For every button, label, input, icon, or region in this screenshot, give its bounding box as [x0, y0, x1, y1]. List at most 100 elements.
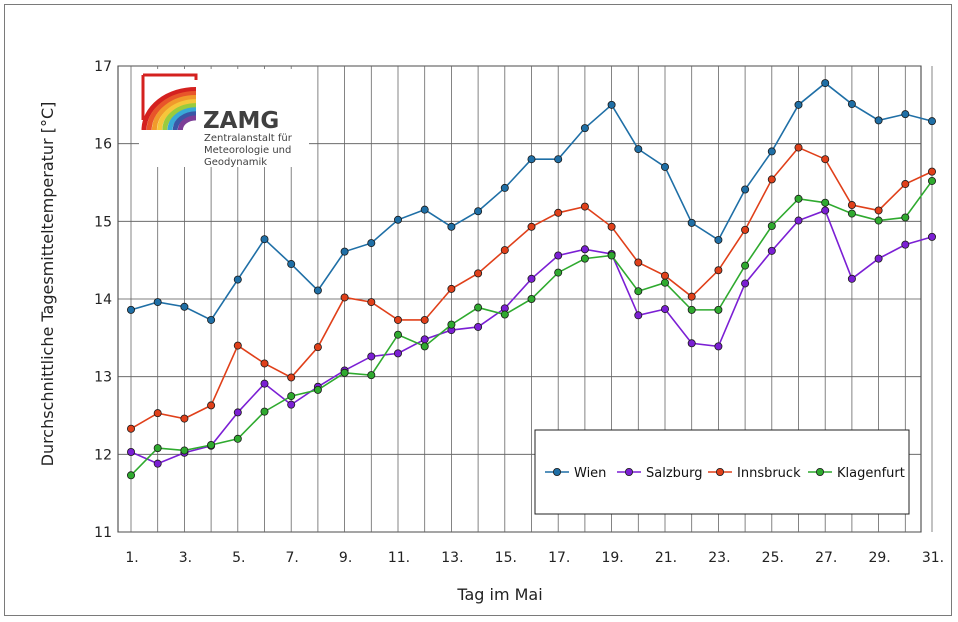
data-point-salzburg — [741, 279, 750, 288]
data-point-wien — [313, 286, 322, 295]
y-tick-label: 11 — [94, 525, 112, 541]
data-point-wien — [474, 207, 483, 216]
x-tick-label: 7. — [286, 550, 299, 566]
legend-item-salzburg: Salzburg — [617, 466, 703, 481]
x-tick-label: 27. — [815, 550, 837, 566]
logo-frame-top — [143, 73, 198, 80]
data-point-klagenfurt — [233, 434, 242, 443]
legend-label: Klagenfurt — [837, 466, 905, 481]
data-point-klagenfurt — [794, 194, 803, 203]
logo-subtitle-line-2: Meteorologie und — [204, 145, 291, 156]
data-point-innsbruck — [207, 401, 216, 410]
data-point-klagenfurt — [340, 368, 349, 377]
data-point-wien — [874, 116, 883, 125]
legend-item-innsbruck: Innsbruck — [708, 466, 801, 481]
x-tick-label: 29. — [868, 550, 890, 566]
data-point-salzburg — [687, 339, 696, 348]
data-point-wien — [554, 155, 563, 164]
data-point-salzburg — [554, 251, 563, 260]
data-point-salzburg — [847, 274, 856, 283]
data-point-innsbruck — [474, 269, 483, 278]
data-point-salzburg — [260, 379, 269, 388]
data-point-klagenfurt — [821, 198, 830, 207]
zamg-logo: ZAMG Zentralanstalt für Meteorologie und… — [139, 69, 309, 168]
data-point-innsbruck — [901, 180, 910, 189]
legend-label: Innsbruck — [737, 466, 801, 481]
data-point-klagenfurt — [127, 471, 136, 480]
logo-wordmark: ZAMG — [203, 108, 279, 134]
data-point-salzburg — [153, 459, 162, 468]
x-tick-label: 19. — [601, 550, 623, 566]
data-point-wien — [207, 315, 216, 324]
data-point-klagenfurt — [607, 251, 616, 260]
logo-rainbow-arc — [157, 99, 197, 131]
data-point-innsbruck — [661, 271, 670, 280]
data-point-wien — [580, 124, 589, 133]
y-tick-label: 14 — [94, 292, 112, 308]
x-tick-label: 31. — [922, 550, 944, 566]
data-point-wien — [714, 235, 723, 244]
data-point-klagenfurt — [260, 407, 269, 416]
x-tick-label: 25. — [762, 550, 784, 566]
data-point-salzburg — [821, 206, 830, 215]
x-tick-label: 15. — [495, 550, 517, 566]
series-group — [127, 79, 937, 480]
legend-swatch-marker — [716, 467, 725, 476]
logo-subtitle-line-3: Geodynamik — [204, 157, 267, 168]
data-point-innsbruck — [233, 341, 242, 350]
data-point-salzburg — [661, 305, 670, 314]
logo-rainbow-arc — [151, 95, 197, 131]
data-point-innsbruck — [874, 206, 883, 215]
data-point-klagenfurt — [313, 385, 322, 394]
data-point-innsbruck — [367, 298, 376, 307]
legend-swatch-marker — [816, 467, 825, 476]
data-point-innsbruck — [393, 315, 402, 324]
data-point-klagenfurt — [874, 216, 883, 225]
data-point-salzburg — [420, 335, 429, 344]
data-point-wien — [794, 100, 803, 109]
data-point-innsbruck — [634, 258, 643, 267]
data-point-wien — [767, 147, 776, 156]
data-point-klagenfurt — [847, 209, 856, 218]
data-point-salzburg — [580, 245, 589, 254]
data-point-salzburg — [367, 352, 376, 361]
data-point-klagenfurt — [287, 392, 296, 401]
data-point-wien — [901, 110, 910, 119]
x-tick-label: 3. — [179, 550, 192, 566]
x-tick-label: 13. — [441, 550, 463, 566]
data-point-wien — [527, 155, 536, 164]
legend-swatch-marker — [553, 467, 562, 476]
data-point-klagenfurt — [153, 444, 162, 453]
x-tick-label: 11. — [388, 550, 410, 566]
data-point-klagenfurt — [741, 261, 750, 270]
y-tick-label: 13 — [94, 370, 112, 386]
data-point-wien — [687, 218, 696, 227]
data-point-innsbruck — [287, 373, 296, 382]
data-point-wien — [420, 205, 429, 214]
y-tick-label: 15 — [94, 214, 112, 230]
logo-rainbow-arc — [167, 107, 197, 131]
data-point-wien — [447, 222, 456, 231]
data-point-salzburg — [527, 274, 536, 283]
data-point-klagenfurt — [420, 342, 429, 351]
data-point-wien — [821, 79, 830, 88]
data-point-wien — [847, 100, 856, 109]
y-tick-label: 16 — [94, 137, 112, 153]
data-point-klagenfurt — [580, 254, 589, 263]
logo-rainbow-icon — [141, 86, 197, 131]
series-innsbruck — [127, 143, 937, 433]
logo-rainbow-arc — [146, 90, 197, 131]
data-point-wien — [287, 260, 296, 269]
data-point-innsbruck — [420, 315, 429, 324]
x-tick-label: 9. — [339, 550, 352, 566]
data-point-klagenfurt — [207, 441, 216, 450]
legend-swatch-marker — [625, 467, 634, 476]
x-tick-label: 21. — [655, 550, 677, 566]
logo-rainbow-arc — [141, 86, 197, 131]
data-point-salzburg — [474, 322, 483, 331]
data-point-wien — [180, 302, 189, 311]
data-point-klagenfurt — [928, 176, 937, 185]
data-point-innsbruck — [794, 143, 803, 152]
data-point-innsbruck — [127, 424, 136, 433]
data-point-innsbruck — [767, 175, 776, 184]
